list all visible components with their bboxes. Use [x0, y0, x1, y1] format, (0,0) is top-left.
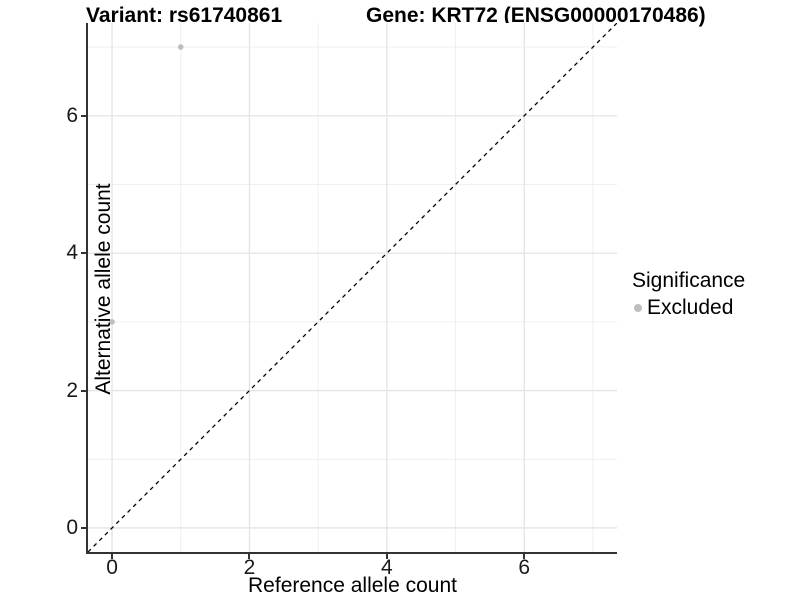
legend: Significance Excluded: [632, 269, 745, 320]
y-tick-mark: [81, 389, 86, 392]
y-tick-label: 6: [66, 103, 78, 127]
scatter-chart: [88, 23, 617, 552]
x-tick-label: 0: [106, 556, 118, 579]
y-tick-label: 4: [66, 241, 78, 265]
x-tick-label: 4: [381, 556, 393, 579]
x-tick-label: 6: [518, 556, 531, 579]
x-axis-title: Reference allele count: [248, 574, 457, 597]
variant-title: Variant: rs61740861: [86, 4, 283, 27]
y-tick-mark: [81, 252, 86, 255]
legend-title: Significance: [632, 269, 746, 292]
y-axis-title: Alternative allele count: [92, 183, 115, 395]
x-tick-mark: [111, 554, 114, 559]
y-tick-mark: [81, 526, 86, 529]
y-tick-mark: [81, 114, 86, 117]
point-icon: [634, 304, 642, 312]
data-point: [177, 44, 184, 50]
plot-panel: [86, 23, 617, 554]
identity-reference-line: [88, 23, 617, 552]
x-tick-mark: [248, 554, 251, 559]
x-tick-label: 2: [243, 556, 256, 579]
x-tick-mark: [385, 554, 388, 559]
legend-item-excluded: Excluded: [634, 296, 745, 320]
legend-item-label: Excluded: [647, 296, 734, 319]
y-tick-label: 0: [66, 515, 78, 539]
gene-title: Gene: KRT72 (ENSG00000170486): [366, 4, 706, 27]
x-tick-mark: [523, 554, 526, 559]
data-point: [109, 319, 115, 325]
y-tick-label: 2: [66, 378, 78, 402]
